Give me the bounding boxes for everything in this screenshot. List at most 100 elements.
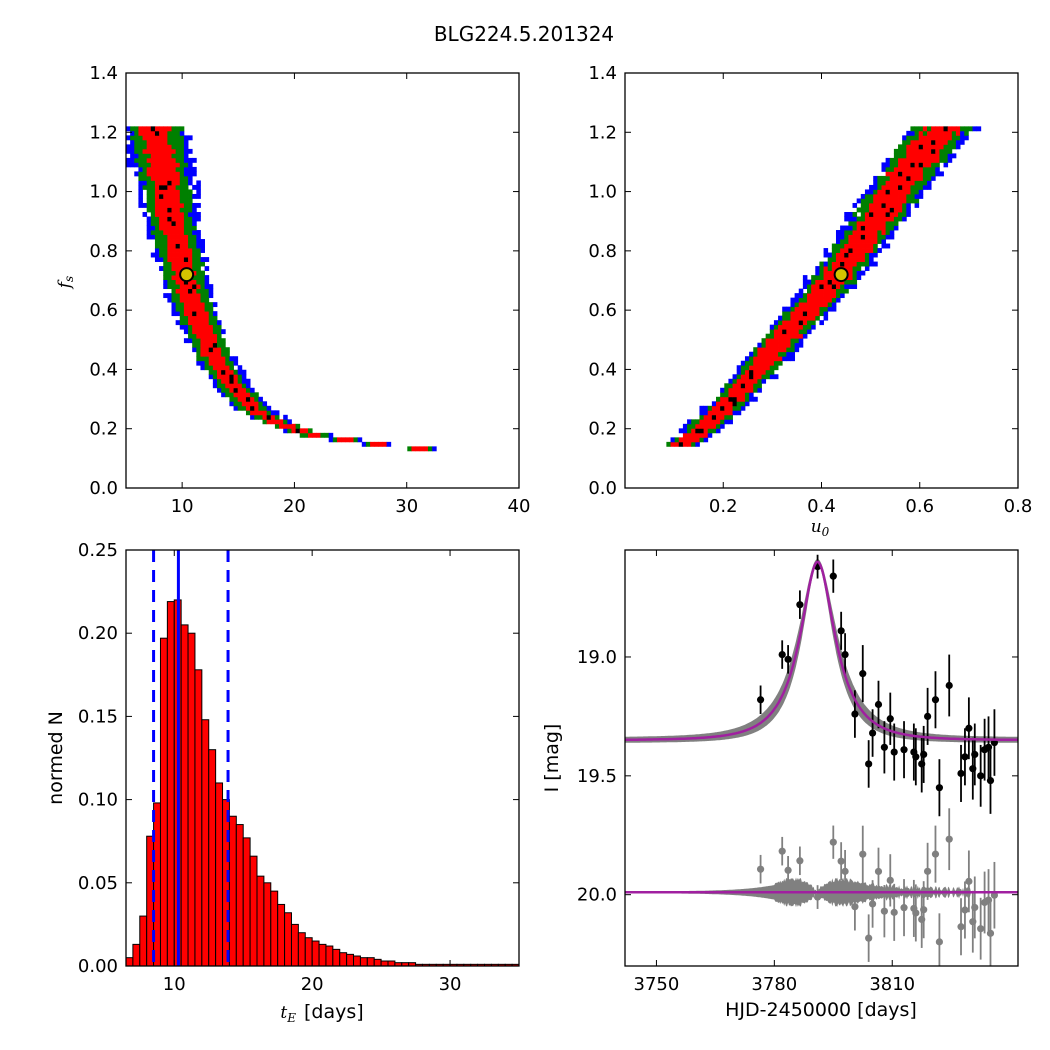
heatmap-cell bbox=[922, 130, 928, 136]
heatmap-cell bbox=[175, 175, 181, 181]
heatmap-cell bbox=[150, 135, 156, 141]
heatmap-cell bbox=[769, 338, 775, 344]
heatmap-cell bbox=[873, 234, 878, 240]
heatmap-cell bbox=[146, 230, 152, 235]
heatmap-cell bbox=[906, 135, 911, 141]
heatmap-cell bbox=[893, 175, 899, 181]
heatmap-cell bbox=[150, 193, 156, 199]
heatmap-cell bbox=[736, 378, 742, 384]
heatmap-cell bbox=[831, 257, 837, 262]
histogram-bar bbox=[353, 955, 361, 967]
heatmap-cell bbox=[906, 157, 911, 163]
heatmap-cell bbox=[171, 279, 177, 285]
heatmap-cell bbox=[711, 401, 717, 407]
heatmap-cell bbox=[744, 387, 750, 393]
heatmap-cell bbox=[769, 329, 775, 335]
heatmap-cell bbox=[889, 198, 895, 204]
heatmap-cell bbox=[922, 126, 928, 132]
heatmap-cell bbox=[798, 324, 804, 330]
y-tick-label: 1.0 bbox=[89, 182, 118, 203]
heatmap-cell bbox=[154, 162, 160, 168]
heatmap-cell bbox=[188, 175, 193, 181]
heatmap-cell bbox=[183, 293, 189, 299]
heatmap-cell bbox=[237, 378, 243, 384]
heatmap-cell bbox=[769, 365, 775, 371]
heatmap-cell bbox=[935, 162, 940, 168]
heatmap-cell bbox=[163, 225, 168, 231]
heatmap-cell bbox=[918, 139, 924, 145]
heatmap-cell bbox=[881, 243, 887, 249]
heatmap-cell bbox=[287, 423, 292, 429]
histogram-bar bbox=[332, 948, 341, 967]
best-fit-marker bbox=[179, 267, 195, 283]
heatmap-cell bbox=[188, 243, 193, 249]
heatmap-cell bbox=[196, 243, 201, 249]
heatmap-cell bbox=[150, 225, 156, 231]
residual-point bbox=[880, 907, 888, 915]
heatmap-cell bbox=[716, 396, 721, 402]
heatmap-cell bbox=[918, 180, 924, 186]
heatmap-cell bbox=[163, 189, 168, 195]
heatmap-cell bbox=[175, 157, 181, 163]
heatmap-cell bbox=[208, 333, 214, 339]
heatmap-cell bbox=[699, 419, 704, 425]
heatmap-cell bbox=[778, 324, 783, 330]
residual-point bbox=[945, 835, 953, 843]
heatmap-cell bbox=[233, 396, 239, 402]
heatmap-cell bbox=[844, 279, 849, 285]
heatmap-cell bbox=[159, 153, 164, 159]
heatmap-cell bbox=[786, 347, 791, 353]
heatmap-cell bbox=[154, 230, 160, 235]
heatmap-cell bbox=[167, 189, 172, 195]
heatmap-cell bbox=[757, 378, 762, 384]
heatmap-cell bbox=[138, 175, 143, 181]
heatmap-cell bbox=[889, 175, 895, 181]
heatmap-cell bbox=[212, 378, 218, 384]
panel-tr: 0.2 0.4 0.6 0.80.00.20.40.60.81.01.21.4 u0 bbox=[588, 63, 1032, 539]
heatmap-cell bbox=[163, 284, 168, 290]
heatmap-cell bbox=[703, 428, 709, 434]
heatmap-cell bbox=[773, 338, 779, 344]
heatmap-cell bbox=[188, 157, 193, 163]
heatmap-cell bbox=[960, 126, 965, 132]
heatmap-cell bbox=[212, 311, 218, 317]
heatmap-cell bbox=[736, 410, 742, 416]
heatmap-cell bbox=[819, 266, 824, 271]
heatmap-cell bbox=[171, 211, 177, 217]
heatmap-cell bbox=[171, 216, 177, 222]
heatmap-cell bbox=[711, 414, 717, 420]
heatmap-cell bbox=[740, 387, 746, 393]
heatmap-cell bbox=[208, 324, 214, 330]
heatmap-cell bbox=[159, 130, 164, 136]
heatmap-cell bbox=[761, 365, 767, 371]
heatmap-cell bbox=[250, 410, 255, 416]
heatmap-cell bbox=[790, 347, 796, 353]
heatmap-cell bbox=[794, 293, 800, 299]
heatmap-cell bbox=[212, 324, 218, 330]
heatmap-cell bbox=[192, 306, 197, 312]
heatmap-cell bbox=[200, 333, 205, 339]
histogram-bar bbox=[201, 719, 210, 967]
heatmap-cell bbox=[167, 211, 172, 217]
heatmap-cell bbox=[724, 387, 729, 393]
heatmap-cell bbox=[773, 342, 779, 348]
heatmap-cell bbox=[728, 392, 733, 398]
heatmap-cell bbox=[939, 144, 944, 150]
heatmap-cell bbox=[955, 135, 961, 141]
heatmap-cell bbox=[852, 225, 858, 231]
heatmap-cell bbox=[798, 338, 804, 344]
heatmap-cell bbox=[196, 324, 201, 330]
heatmap-cell bbox=[192, 311, 197, 317]
heatmap-cell bbox=[906, 162, 911, 168]
heatmap-cell bbox=[225, 378, 230, 384]
heatmap-cell bbox=[188, 279, 193, 285]
heatmap-cell bbox=[266, 410, 272, 416]
heatmap-cell bbox=[175, 320, 181, 326]
heatmap-cell bbox=[312, 432, 317, 438]
heatmap-cell bbox=[790, 302, 796, 308]
heatmap-cell bbox=[167, 139, 172, 145]
heatmap-cell bbox=[848, 211, 853, 217]
heatmap-cell bbox=[146, 207, 152, 213]
axes-frame bbox=[125, 549, 520, 967]
histogram-bar bbox=[297, 932, 306, 967]
